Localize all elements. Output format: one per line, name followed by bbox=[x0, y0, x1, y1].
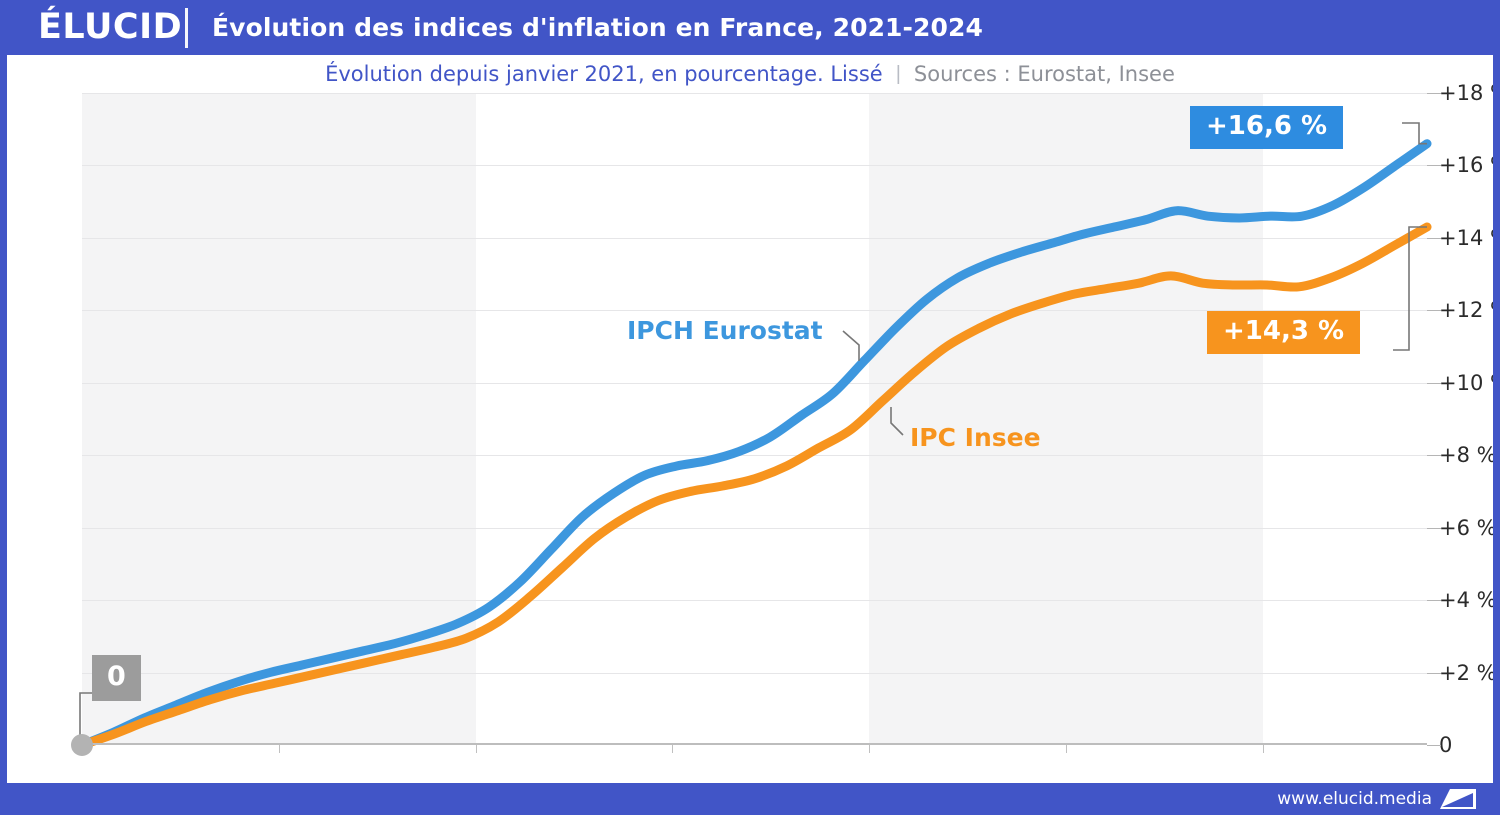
gridline bbox=[82, 455, 1427, 457]
y-axis-tick-label: 0 bbox=[1439, 733, 1453, 757]
subtitle-text: Évolution depuis janvier 2021, en pource… bbox=[325, 62, 883, 86]
gridline bbox=[82, 93, 1427, 94]
y-axis-tick-label: +8 % bbox=[1439, 443, 1497, 468]
page-title: Évolution des indices d'inflation en Fra… bbox=[212, 13, 984, 42]
series-lines bbox=[77, 139, 1432, 750]
gridline bbox=[82, 310, 1427, 312]
y-axis-tick-mark bbox=[1427, 310, 1441, 312]
start-point-marker bbox=[71, 734, 93, 756]
x-axis-tick-mark bbox=[1066, 745, 1068, 753]
series-label-ipch-eurostat: IPCH Eurostat bbox=[627, 316, 823, 345]
y-axis-tick-mark bbox=[1427, 382, 1441, 384]
header-bar: ÉLUCID Évolution des indices d'inflation… bbox=[7, 0, 1493, 55]
x-axis-tick-mark bbox=[475, 745, 477, 753]
y-axis-tick-mark bbox=[1427, 93, 1441, 94]
gridline bbox=[82, 527, 1427, 529]
subtitle-sources: Sources : Eurostat, Insee bbox=[913, 62, 1175, 86]
series-line bbox=[77, 222, 1432, 750]
y-axis-tick-label: +14 % bbox=[1439, 225, 1493, 250]
footer-bar: www.elucid.media bbox=[7, 783, 1493, 815]
y-axis-tick-label: +18 % bbox=[1439, 81, 1493, 105]
y-axis-tick-label: +10 % bbox=[1439, 370, 1493, 395]
y-axis-tick-label: +2 % bbox=[1439, 660, 1497, 685]
gridline bbox=[82, 600, 1427, 602]
start-value-callout: 0 bbox=[92, 655, 141, 702]
x-axis-tick-mark bbox=[1262, 745, 1264, 753]
chart-area: 0+2 %+4 %+6 %+8 %+10 %+12 %+14 %+16 %+18… bbox=[7, 81, 1493, 757]
y-axis-tick-mark bbox=[1427, 237, 1441, 239]
year-band bbox=[869, 93, 1263, 745]
x-axis-tick-mark bbox=[869, 745, 871, 753]
y-axis-tick-mark bbox=[1427, 600, 1441, 602]
x-axis-baseline bbox=[82, 743, 1427, 745]
y-axis-tick-label: +4 % bbox=[1439, 588, 1497, 613]
subtitle-separator: | bbox=[895, 62, 901, 85]
x-axis-tick-mark bbox=[278, 745, 280, 753]
plot-canvas bbox=[77, 93, 1432, 753]
footer-url: www.elucid.media bbox=[1277, 789, 1432, 809]
series-line bbox=[77, 139, 1432, 750]
y-axis-tick-mark bbox=[1427, 672, 1441, 674]
gridline bbox=[82, 382, 1427, 384]
gridline bbox=[82, 165, 1427, 167]
blue-end-value-callout: +16,6 % bbox=[1190, 106, 1344, 150]
y-axis-tick-label: +12 % bbox=[1439, 298, 1493, 323]
y-axis-tick-mark bbox=[1427, 455, 1441, 457]
y-axis-tick-label: +6 % bbox=[1439, 515, 1497, 540]
y-axis-tick-label: +16 % bbox=[1439, 153, 1493, 178]
y-axis-tick-mark bbox=[1427, 527, 1441, 529]
y-axis-tick-mark bbox=[1427, 165, 1441, 167]
orange-end-value-callout: +14,3 % bbox=[1207, 311, 1361, 355]
logo-divider bbox=[185, 7, 188, 48]
elucid-arrow-icon bbox=[1440, 789, 1476, 809]
y-axis-tick-mark bbox=[1427, 745, 1441, 746]
gridline bbox=[82, 237, 1427, 239]
elucid-logo: ÉLUCID bbox=[38, 7, 183, 47]
x-axis-tick-mark bbox=[672, 745, 674, 753]
series-label-ipc-insee: IPC Insee bbox=[910, 423, 1041, 452]
subtitle-row: Évolution depuis janvier 2021, en pource… bbox=[7, 55, 1493, 93]
gridline bbox=[82, 672, 1427, 674]
